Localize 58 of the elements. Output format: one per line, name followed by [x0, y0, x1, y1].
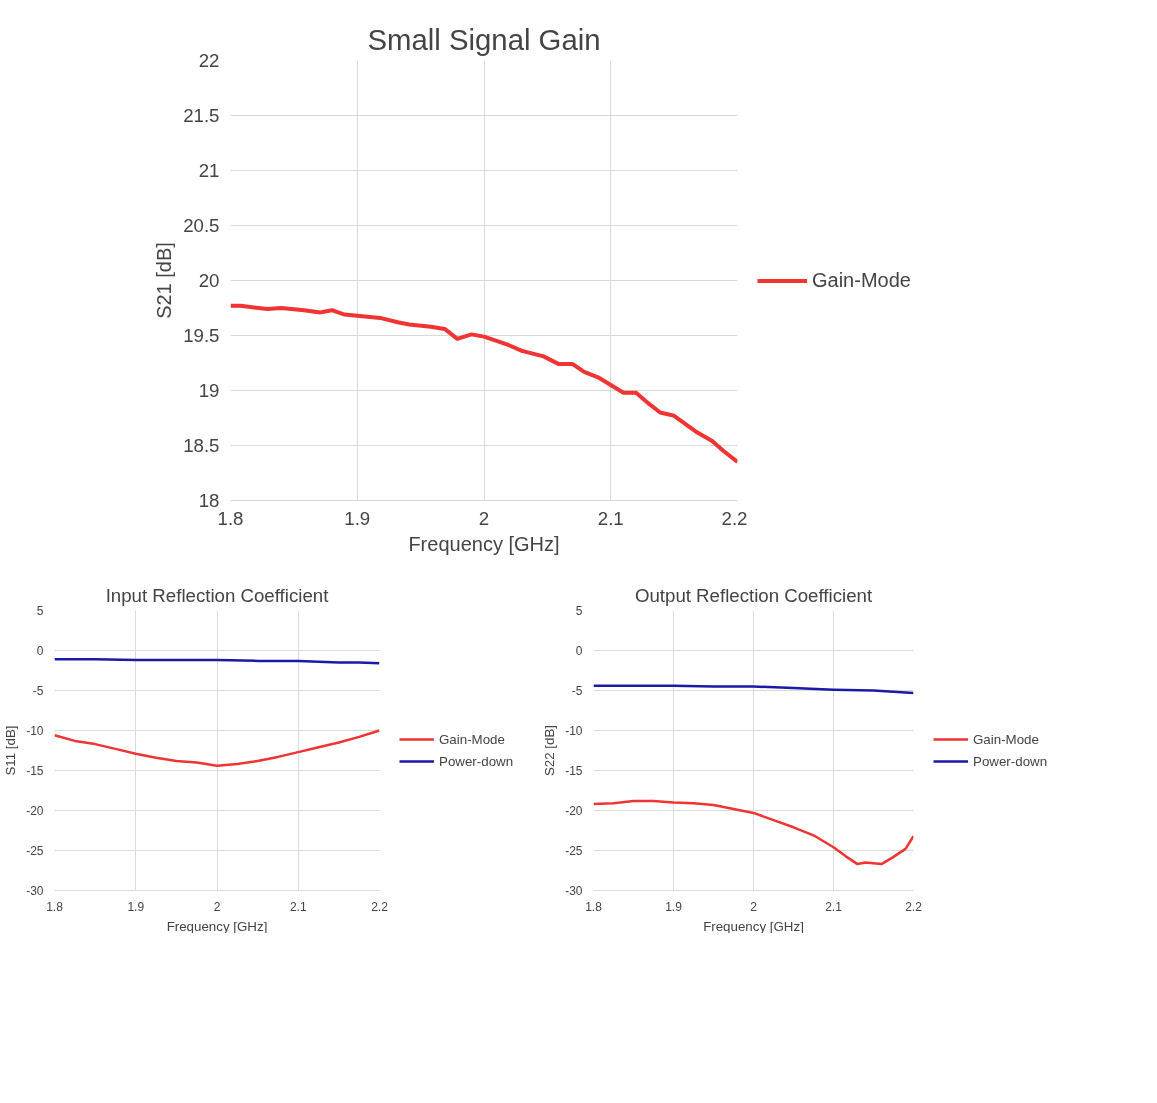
y-tick-label: 18 [198, 490, 220, 511]
y-tick-label: 19 [198, 380, 220, 401]
y-tick-label: 0 [36, 644, 44, 658]
chart-title: Output Reflection Coefficient [634, 584, 873, 606]
y-tick-label: -30 [565, 884, 583, 898]
y-tick-label: 19.5 [183, 325, 220, 346]
x-tick-label: 2.2 [721, 507, 748, 529]
x-tick-label: 2 [750, 899, 758, 914]
x-tick-label: 1.9 [665, 899, 683, 914]
x-tick-label: 2 [478, 507, 490, 529]
x-tick-label: 2.2 [371, 899, 389, 914]
y-tick-label: -30 [26, 884, 44, 898]
y-tick-label: 20.5 [183, 215, 220, 236]
x-tick-label: 1.8 [217, 507, 244, 529]
line-series [230, 303, 738, 464]
x-tick-label: 1.9 [127, 899, 145, 914]
x-tick-label: 1.8 [585, 899, 603, 914]
x-tick-label: 1.8 [46, 899, 64, 914]
y-tick-label: 5 [36, 604, 44, 618]
y-tick-label: -10 [26, 724, 44, 738]
y-tick-label: -5 [571, 684, 583, 698]
line-series [54, 729, 380, 767]
y-axis-title: S22 [dB] [542, 724, 558, 777]
legend-label: Gain-Mode [973, 731, 1039, 747]
y-tick-label: -20 [26, 804, 44, 818]
y-tick-label: 18.5 [183, 435, 220, 456]
legend-label: Gain-Mode [439, 731, 505, 747]
y-tick-label: -25 [26, 844, 44, 858]
y-tick-label: -10 [565, 724, 583, 738]
x-axis-title: Frequency [GHz] [703, 918, 804, 934]
y-tick-label: -20 [565, 804, 583, 818]
y-axis-title: S21 [dB] [153, 242, 176, 319]
line-series [593, 799, 914, 866]
y-tick-label: 22 [198, 50, 220, 71]
chart-title: Small Signal Gain [367, 22, 601, 56]
x-tick-label: 2.1 [289, 899, 307, 914]
y-tick-label: -15 [565, 764, 583, 778]
x-tick-label: 1.9 [344, 507, 371, 529]
legend-label: Power-down [973, 753, 1048, 769]
legend-label: Power-down [439, 753, 514, 769]
legend-label: Gain-Mode [812, 268, 911, 292]
x-tick-label: 2.1 [825, 899, 843, 914]
y-tick-label: -15 [26, 764, 44, 778]
y-tick-label: 20 [198, 270, 220, 291]
y-tick-label: 5 [575, 604, 583, 618]
x-tick-label: 2.2 [905, 899, 923, 914]
y-tick-label: -5 [32, 684, 44, 698]
y-tick-label: 21 [198, 160, 220, 181]
line-series [593, 684, 914, 695]
y-tick-label: 21.5 [183, 105, 220, 126]
chart-title: Input Reflection Coefficient [105, 584, 330, 606]
x-tick-label: 2.1 [597, 507, 624, 529]
y-axis-title: S11 [dB] [3, 725, 19, 776]
y-tick-label: 0 [575, 644, 583, 658]
y-tick-label: -25 [565, 844, 583, 858]
x-axis-title: Frequency [GHz] [166, 918, 268, 934]
x-tick-label: 2 [213, 899, 221, 914]
x-axis-title: Frequency [GHz] [408, 532, 560, 555]
